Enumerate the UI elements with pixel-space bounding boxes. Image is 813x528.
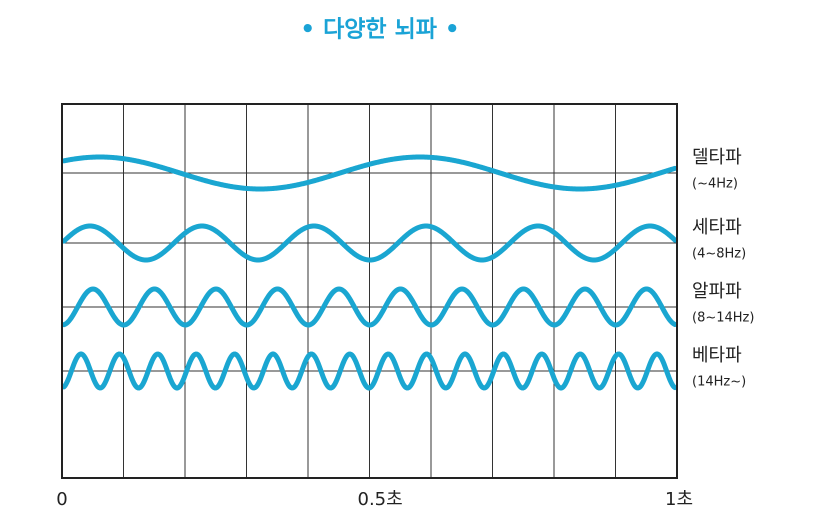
wave-name: 베타파 [692,345,742,366]
wave-name: 세타파 [692,217,742,238]
wave-range: (~4Hz) [692,177,738,192]
title: • 다양한 뇌파 • [300,17,459,43]
x-label: 0 [56,489,67,510]
wave-range: (8~14Hz) [692,311,754,326]
wave-range: (14Hz~) [692,375,746,390]
grid [62,104,677,478]
wave [61,223,678,263]
wave-name: 알파파 [692,281,742,302]
x-label: 0.5초 [358,489,403,510]
frame [61,103,678,479]
wave [61,286,678,328]
wave [61,154,678,192]
wave-name: 델타파 [692,147,742,168]
wave-range: (4~8Hz) [692,247,746,262]
wave [61,351,678,391]
waves [61,154,678,391]
x-label: 1초 [665,489,693,510]
